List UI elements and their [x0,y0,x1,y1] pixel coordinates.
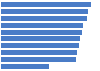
Bar [1,30,82,35]
Bar [1,2,91,7]
Bar [1,50,77,55]
Bar [1,23,83,28]
Bar [1,64,49,69]
Bar [1,57,76,62]
Bar [1,9,88,14]
Bar [1,16,87,21]
Bar [1,36,80,41]
Bar [1,43,79,48]
